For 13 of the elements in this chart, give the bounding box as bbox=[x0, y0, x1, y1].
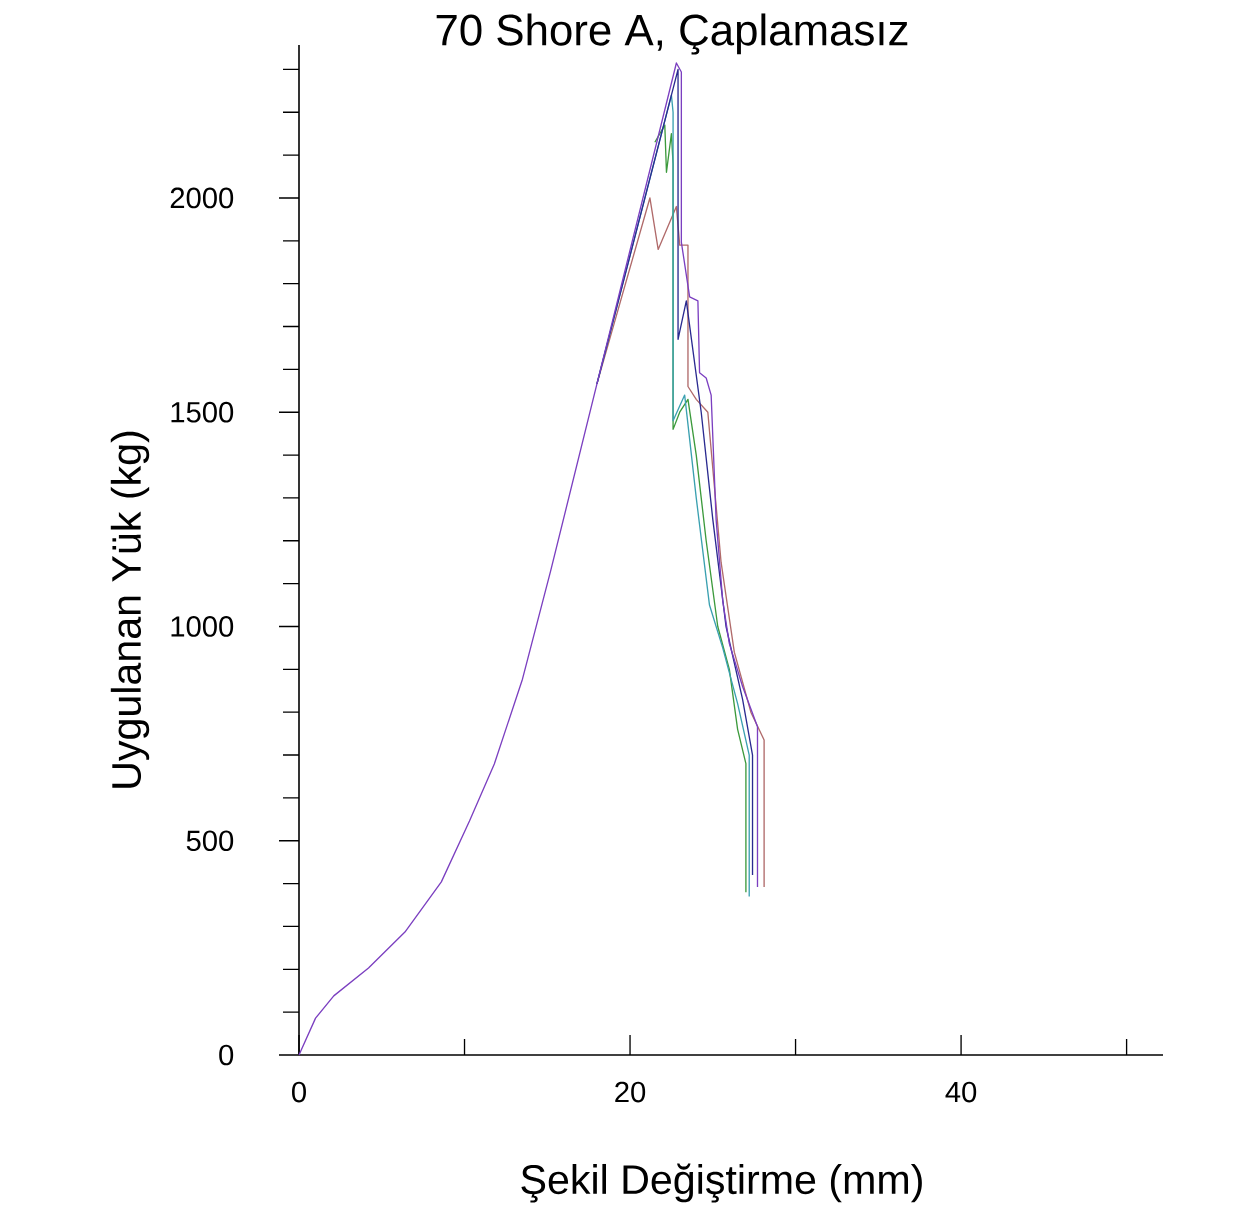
line-series bbox=[298, 62, 759, 1056]
x-axis-title: Şekil Değiştirme (mm) bbox=[521, 1163, 922, 1203]
y-tick-label: 0 bbox=[219, 1044, 234, 1066]
y-tick-label: 2000 bbox=[170, 187, 234, 209]
y-tick-label: 500 bbox=[186, 830, 234, 852]
chart-title: 70 Shore A, Çaplamasız bbox=[436, 13, 908, 55]
y-tick-label: 1500 bbox=[171, 401, 234, 423]
x-tick-label: 0 bbox=[292, 1081, 306, 1103]
y-axis-title: Uygulanan Yük (kg) bbox=[110, 431, 150, 788]
x-tick-label: 40 bbox=[945, 1081, 977, 1103]
x-tick-label: 20 bbox=[615, 1081, 646, 1103]
y-tick-label: 1000 bbox=[171, 616, 234, 637]
line-series bbox=[596, 197, 765, 888]
